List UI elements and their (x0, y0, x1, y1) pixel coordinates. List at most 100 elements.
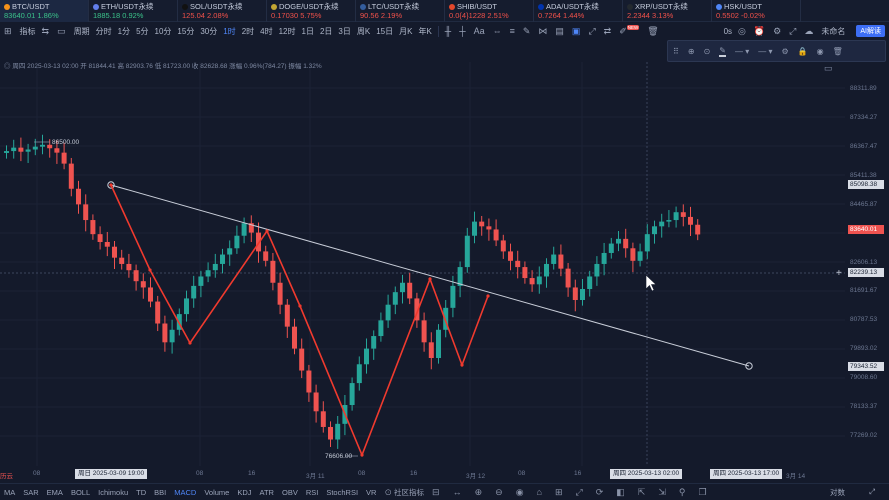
ticker-item[interactable]: SOL/USDT永续 125.04 2.08% (178, 0, 267, 22)
crosshair-icon[interactable]: ┼ (459, 26, 466, 36)
eye-icon[interactable]: ◎ (4, 63, 13, 70)
alarm-icon[interactable]: ⏰ (753, 25, 766, 36)
candle-body (104, 241, 110, 247)
selected-tool-icon[interactable]: ▣ (571, 25, 581, 36)
chart-control-icon[interactable]: ◉ (515, 486, 524, 497)
timeframe-option[interactable]: 5分 (136, 26, 149, 36)
font-icon[interactable]: Aa (473, 26, 485, 36)
indicator-toggle[interactable]: RSI (305, 487, 319, 497)
forecast-icon[interactable]: ⇄ (603, 25, 612, 36)
drag-handle-icon[interactable]: ⠿ (673, 46, 679, 56)
timeframe-option[interactable]: 2时 (241, 26, 255, 36)
chart-control-icon[interactable]: ❐ (698, 486, 707, 497)
timeframe-option[interactable]: 分时 (95, 26, 112, 36)
chart-control-icon[interactable]: ⊕ (474, 486, 483, 497)
chart-control-icon[interactable]: ⚲ (678, 486, 686, 497)
chart-control-icon[interactable]: ⇲ (658, 486, 666, 497)
ticker-price-value: 90.56 (360, 11, 381, 20)
indicator-toggle[interactable]: OBV (281, 487, 298, 497)
settings-icon[interactable]: ⚙ (773, 25, 782, 36)
bars-icon[interactable]: ▤ (555, 25, 564, 36)
ai-interpret-button[interactable]: AI解读 (856, 25, 885, 37)
trash-icon[interactable]: 🗑 (647, 25, 659, 36)
chart-control-icon[interactable]: ⊞ (554, 486, 563, 497)
template-icon[interactable]: ⊕ (687, 46, 695, 56)
cloud-icon[interactable]: ☁ (804, 25, 814, 36)
fullscreen-icon[interactable]: ⤢ (789, 25, 797, 36)
ticker-item[interactable]: HSK/USDT 0.5502 -0.02% (712, 0, 801, 22)
timeframe-option[interactable]: 1日 (301, 26, 314, 36)
ticker-item[interactable]: LTC/USDT永续 90.56 2.19% (356, 0, 445, 22)
indicator-toggle[interactable]: KDJ (237, 487, 252, 497)
indicator-toggle[interactable]: MACD (174, 487, 197, 497)
timeframe-option[interactable]: 年K (418, 26, 432, 36)
timeframe-option[interactable]: 2日 (319, 26, 333, 36)
timeframe-option[interactable]: 15分 (177, 26, 195, 36)
indicator-toggle[interactable]: Ichimoku (98, 487, 129, 497)
chart-control-icon[interactable]: ⊟ (432, 486, 440, 497)
brush-icon[interactable]: ✐NEW (619, 25, 640, 36)
indicator-toggle[interactable]: VR (366, 487, 377, 497)
timeframe-option[interactable]: 月K (399, 26, 413, 36)
collapse-icon[interactable]: ▭ (824, 63, 833, 73)
indicator-toggle[interactable]: BOLL (70, 487, 91, 497)
timeframe-option[interactable]: 12时 (278, 26, 296, 36)
indicator-toggle[interactable]: StochRSI (326, 487, 359, 497)
period-button[interactable]: 周期 (73, 26, 90, 36)
auto-scale-icon[interactable]: ⤢ (869, 487, 875, 496)
ticker-item[interactable]: DOGE/USDT永续 0.17030 5.75% (267, 0, 356, 22)
timeframe-option[interactable]: 3日 (338, 26, 351, 36)
indicator-toggle[interactable]: BBI (154, 487, 167, 497)
pattern-icon[interactable]: ⋈ (538, 25, 548, 36)
chart-control-icon[interactable]: ⊖ (495, 486, 503, 497)
fib-icon[interactable]: ≡ (509, 26, 515, 36)
indicators-button[interactable]: 指标 (19, 26, 36, 36)
ticker-item[interactable]: ADA/USDT永续 0.7264 1.44% (534, 0, 623, 22)
candle-type-icon[interactable]: ╫ (444, 26, 452, 36)
measure-icon[interactable]: ⇔ (492, 26, 502, 36)
timeframe-option[interactable]: 周K (356, 26, 371, 36)
chart-control-icon[interactable]: ⤢ (575, 486, 583, 497)
timeframe-option[interactable]: 1分 (117, 26, 131, 36)
line-width-icon[interactable]: — ▾ (758, 46, 773, 56)
line-style-icon[interactable]: — ▾ (734, 46, 750, 56)
ticker-item[interactable]: ETH/USDT永续 1885.18 0.92% (89, 0, 178, 22)
indicator-toggle[interactable]: ATR (259, 487, 274, 497)
indicator-toggle[interactable]: TD (136, 487, 147, 497)
timeframe-option[interactable]: 4时 (260, 26, 273, 36)
candle-body (421, 320, 427, 343)
lock-icon[interactable]: 🔒 (797, 46, 808, 56)
camera-icon[interactable]: ◎ (738, 25, 746, 36)
layout-icon[interactable]: ▭ (57, 25, 66, 36)
timeframe-option[interactable]: 30分 (200, 26, 218, 36)
ticker-item[interactable]: BTC/USDT 83640.01 1.86% (0, 0, 89, 22)
indicator-toggle[interactable]: EMA (46, 487, 63, 497)
chart-control-icon[interactable]: ⇱ (637, 486, 646, 497)
grid-layout-icon[interactable]: ⊞ (4, 25, 12, 36)
community-indicators[interactable]: ⊙ 社区指标 (384, 487, 425, 497)
timeframe-option[interactable]: 15日 (376, 26, 394, 36)
indicator-toggle[interactable]: Volume (204, 487, 230, 497)
ticker-price: 1885.18 0.92% (93, 11, 177, 21)
indicator-toggle[interactable]: SAR (23, 487, 39, 497)
timeframe-option[interactable]: 10分 (154, 26, 172, 36)
log-scale-toggle[interactable]: 对数 (830, 487, 845, 497)
chart-control-icon[interactable]: ⟳ (595, 486, 604, 497)
ticker-item[interactable]: SHIB/USDT 0.0{4}1228 2.51% (445, 0, 534, 22)
compare-icon[interactable]: ⇆ (41, 25, 50, 36)
pen-icon[interactable]: ✎ (522, 25, 531, 36)
price-range-icon[interactable]: ⤢ (588, 25, 596, 36)
visibility-icon[interactable]: ◉ (816, 46, 824, 56)
indicator-toggle[interactable]: MA (4, 487, 16, 497)
settings-icon[interactable]: ⚙ (781, 46, 789, 56)
save-state-label[interactable]: 未命名 (821, 26, 846, 36)
alert-icon[interactable]: ⊙ (703, 46, 711, 56)
chart-control-icon[interactable]: ↔ (452, 487, 462, 497)
chart-control-icon[interactable]: ⌂ (536, 487, 542, 497)
delete-icon[interactable]: 🗑 (832, 46, 843, 56)
price-chart[interactable]: + 86500.00 76606.00 (0, 40, 889, 500)
chart-control-icon[interactable]: ◧ (616, 486, 625, 497)
timeframe-option[interactable]: 1时 (223, 26, 236, 36)
line-color-icon[interactable]: ✎ (719, 45, 726, 57)
ticker-item[interactable]: XRP/USDT永续 2.2344 3.13% (623, 0, 712, 22)
